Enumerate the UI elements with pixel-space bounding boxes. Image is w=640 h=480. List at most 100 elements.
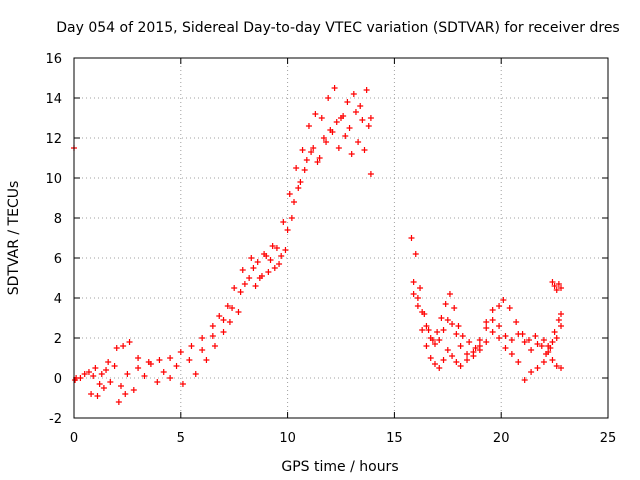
data-point — [241, 281, 248, 287]
data-point — [410, 291, 417, 297]
data-point — [419, 309, 426, 315]
data-point — [451, 305, 458, 311]
data-point — [269, 243, 276, 249]
data-point — [220, 329, 227, 335]
data-point — [549, 279, 556, 285]
x-tick-label: 0 — [70, 431, 78, 446]
data-point — [425, 327, 432, 333]
data-point — [515, 331, 522, 337]
data-point — [534, 365, 541, 371]
data-point — [508, 351, 515, 357]
data-point — [361, 147, 368, 153]
data-point — [558, 285, 565, 291]
data-point — [549, 339, 556, 345]
axis-ticks — [73, 57, 609, 419]
data-point — [496, 303, 503, 309]
data-point — [295, 185, 302, 191]
data-point — [267, 257, 274, 263]
data-series — [410, 291, 565, 383]
data-point — [513, 319, 520, 325]
data-series — [410, 279, 565, 357]
data-point — [408, 235, 415, 241]
data-point — [410, 279, 417, 285]
data-point — [226, 319, 233, 325]
data-point — [453, 331, 460, 337]
data-series — [549, 279, 565, 293]
data-point — [540, 337, 547, 343]
data-point — [284, 227, 291, 233]
data-point — [528, 347, 535, 353]
data-point — [555, 317, 562, 323]
data-point — [489, 307, 496, 313]
data-point — [502, 345, 509, 351]
data-point — [427, 335, 434, 341]
data-point — [318, 115, 325, 121]
data-point — [442, 301, 449, 307]
data-point — [220, 317, 227, 323]
data-point — [489, 329, 496, 335]
data-point — [239, 267, 246, 273]
data-point — [88, 391, 95, 397]
data-point — [551, 329, 558, 335]
data-point — [472, 345, 479, 351]
data-point — [98, 371, 105, 377]
data-point — [288, 215, 295, 221]
data-point — [555, 281, 562, 287]
data-point — [81, 371, 88, 377]
y-tick-label: -2 — [49, 412, 62, 427]
data-point — [342, 133, 349, 139]
data-point — [455, 323, 462, 329]
data-series — [71, 85, 374, 383]
data-point — [94, 393, 101, 399]
data-series — [408, 235, 565, 357]
data-point — [278, 253, 285, 259]
data-point — [130, 387, 137, 393]
data-point — [252, 283, 259, 289]
data-point — [367, 115, 374, 121]
data-point — [538, 343, 545, 349]
data-point — [100, 385, 107, 391]
data-point — [280, 219, 287, 225]
data-point — [515, 359, 522, 365]
data-point — [444, 317, 451, 323]
data-point — [192, 371, 199, 377]
x-tick-label: 20 — [493, 431, 510, 446]
data-point — [126, 339, 133, 345]
data-point — [308, 149, 315, 155]
y-tick-label: 8 — [54, 212, 62, 227]
data-point — [199, 347, 206, 353]
data-point — [483, 339, 490, 345]
data-point — [199, 335, 206, 341]
data-point — [446, 291, 453, 297]
x-tick-label: 15 — [386, 431, 403, 446]
data-point — [276, 261, 283, 267]
data-point — [331, 85, 338, 91]
data-point — [224, 303, 231, 309]
data-point — [209, 323, 216, 329]
data-point — [250, 265, 257, 271]
data-point — [449, 321, 456, 327]
data-point — [111, 363, 118, 369]
data-point — [96, 381, 103, 387]
data-point — [558, 323, 565, 329]
data-point — [444, 347, 451, 353]
data-point — [305, 123, 312, 129]
data-point — [545, 349, 552, 355]
data-point — [167, 355, 174, 361]
data-point — [483, 319, 490, 325]
data-point — [419, 327, 426, 333]
data-point — [355, 139, 362, 145]
data-point — [457, 343, 464, 349]
data-point — [107, 379, 114, 385]
data-point — [417, 285, 424, 291]
data-point — [551, 283, 558, 289]
data-point — [440, 357, 447, 363]
data-point — [414, 295, 421, 301]
y-tick-label: 12 — [45, 132, 62, 147]
data-point — [464, 351, 471, 357]
data-point — [286, 191, 293, 197]
data-point — [122, 391, 129, 397]
data-point — [459, 333, 466, 339]
data-point — [553, 335, 560, 341]
data-point — [558, 365, 565, 371]
